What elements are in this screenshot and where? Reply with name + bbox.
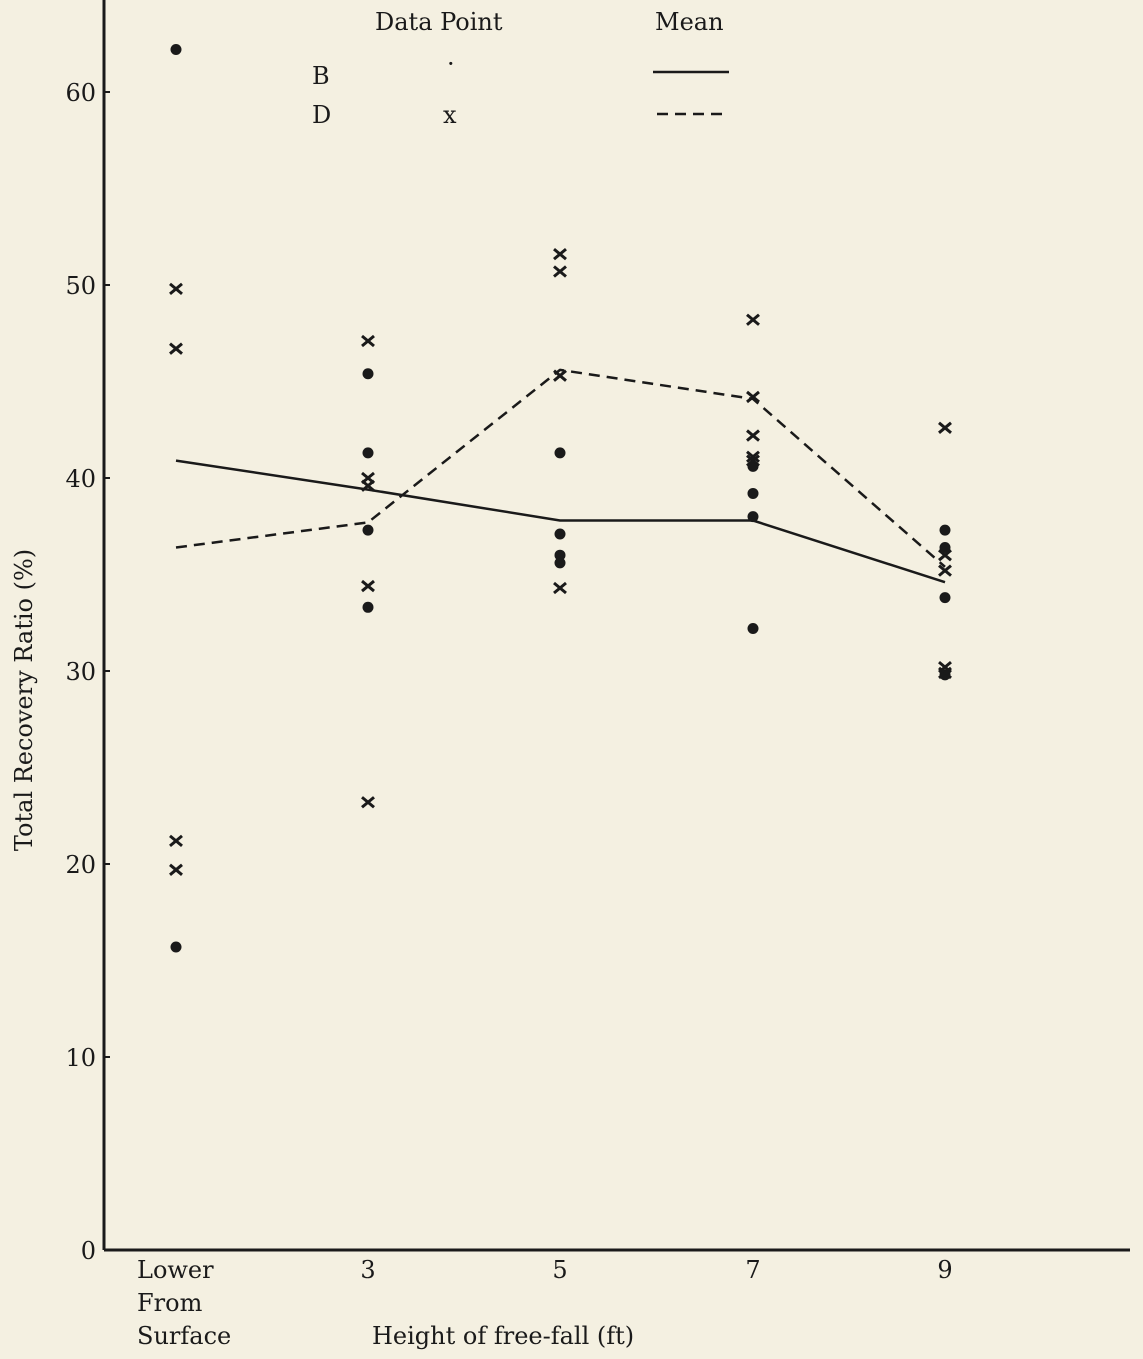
y-tick-label-60: 60 [65,79,96,107]
point-d-3-3 [746,450,760,463]
mean-line-d [175,368,946,568]
data-points [169,44,952,953]
point-d-1-0 [361,334,375,348]
x-tick-label-1: 3 [360,1256,375,1284]
point-d-3-4 [746,454,760,467]
point-b-1-3 [362,601,374,613]
point-d-1-3 [361,579,375,593]
point-d-0-0 [169,282,183,296]
x-tick-label-2: 5 [552,1256,567,1284]
point-d-0-3-stroke-b [169,863,183,876]
point-d-3-0 [746,313,760,326]
y-tick-label-40: 40 [65,465,96,493]
point-d-4-1-stroke-b [938,549,952,562]
point-d-1-2 [361,479,375,492]
point-d-0-2-stroke-b [169,834,183,847]
point-d-0-2 [169,834,183,847]
point-d-2-0-stroke-b [553,247,567,261]
point-d-3-3-stroke-b [746,450,760,463]
y-tick-label-30: 30 [65,658,96,686]
legend-label-b: B [312,62,330,90]
point-d-2-1-stroke-b [553,265,567,278]
point-d-4-0-stroke-b [938,421,952,434]
x-axis-title: Height of free-fall (ft) [372,1322,634,1350]
point-b-2-3 [554,557,566,569]
point-d-1-0-stroke-b [361,334,375,348]
y-tick-label-20: 20 [65,851,96,879]
point-d-4-2-stroke-b [938,564,952,577]
x-tick-label-4: 9 [937,1256,952,1284]
mean-line-b [175,459,946,584]
point-d-3-1-stroke-b [746,390,760,404]
point-b-0-0 [170,44,182,56]
point-b-4-0 [939,524,951,536]
y-axis-title: Total Recovery Ratio (%) [10,549,38,851]
point-b-0-1 [170,941,182,953]
point-d-4-4 [938,666,952,680]
point-d-2-3-stroke-b [553,581,567,595]
point-d-3-4-stroke-b [746,454,760,467]
point-d-4-4-stroke-b [938,666,952,680]
x-tick-label-0-line-1: From [137,1289,203,1317]
x-ticks: Lower From Surface 3 5 7 9 [137,1256,953,1350]
point-b-1-1 [362,447,374,459]
x-tick-label-0-line-2: Surface [137,1322,231,1350]
legend-header-points: Data Point [375,8,503,36]
point-d-4-2 [938,564,952,577]
point-b-2-2 [554,549,566,561]
point-d-3-2-stroke-b [746,429,760,442]
y-tick-label-0: 0 [81,1237,96,1265]
point-d-0-1-stroke-b [169,342,183,355]
legend-header-mean: Mean [655,8,724,36]
point-b-3-2 [747,511,759,523]
mean-lines [175,368,946,584]
axes [102,0,1130,1252]
y-tick-label-50: 50 [65,272,96,300]
point-d-0-3 [169,863,183,876]
point-d-2-0 [553,247,567,261]
legend-marker-d: x [443,101,457,129]
point-d-4-0 [938,421,952,434]
point-d-1-2-stroke-b [361,479,375,492]
point-d-1-4 [361,796,375,809]
point-d-1-3-stroke-b [361,579,375,593]
point-b-4-2 [939,592,951,604]
point-d-3-0-stroke-b [746,313,760,326]
point-d-2-2 [553,369,567,382]
point-b-1-0 [362,368,374,380]
x-tick-label-0-line-0: Lower [137,1256,214,1284]
y-ticks: 0 10 20 30 40 50 60 [65,79,110,1265]
point-b-3-3 [747,623,759,635]
point-d-0-0-stroke-b [169,282,183,296]
point-d-3-1 [746,390,760,404]
point-b-2-1 [554,528,566,540]
point-d-2-3 [553,581,567,595]
x-tick-label-3: 7 [745,1256,760,1284]
point-d-0-1 [169,342,183,355]
point-d-1-4-stroke-b [361,796,375,809]
legend: Data Point Mean B · D x [312,8,729,129]
point-b-1-2 [362,524,374,536]
legend-label-d: D [312,101,331,129]
point-b-4-1 [939,541,951,553]
point-d-2-2-stroke-b [553,369,567,382]
point-b-3-1 [747,487,759,499]
point-d-3-2 [746,429,760,442]
point-d-4-1 [938,549,952,562]
legend-marker-b: · [447,50,455,78]
point-d-2-1 [553,265,567,278]
point-b-2-0 [554,447,566,459]
y-tick-label-10: 10 [65,1044,96,1072]
